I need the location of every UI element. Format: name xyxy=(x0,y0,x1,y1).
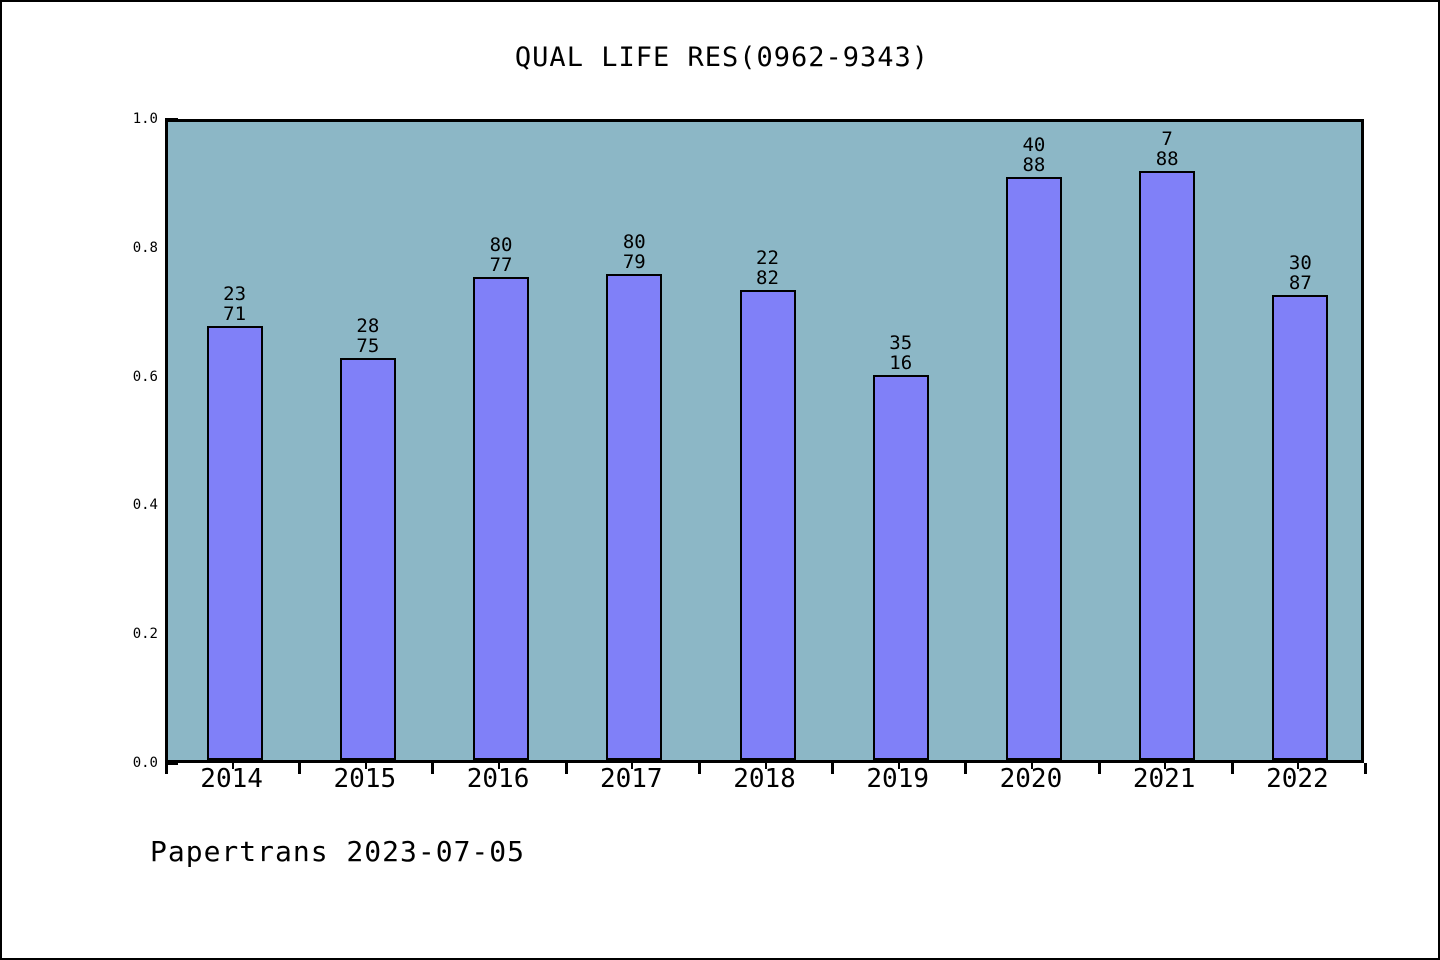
y-tick-label: 0.2 xyxy=(132,626,158,643)
bar-rect[interactable] xyxy=(606,274,663,760)
x-tick-label-2019: 2019 xyxy=(866,764,930,794)
x-tick-label-2016: 2016 xyxy=(466,764,530,794)
y-tick-label: 0.6 xyxy=(132,368,158,385)
x-tick-mark xyxy=(1097,763,1101,774)
bar-value-label: 23 71 xyxy=(177,284,293,324)
bar-label-total: 88 xyxy=(1155,147,1179,170)
bar-label-total: 82 xyxy=(756,267,779,290)
x-tick-mark xyxy=(1364,763,1367,774)
bar-value-label: 80 77 xyxy=(443,235,559,275)
bar-rect[interactable] xyxy=(1139,170,1196,760)
x-tick-label-2021: 2021 xyxy=(1132,764,1196,794)
bar-label-rank: 30 xyxy=(1288,251,1312,274)
x-minor-tick-mark xyxy=(1030,763,1033,769)
bar-2015[interactable]: 28 75 xyxy=(339,316,396,760)
x-tick-mark xyxy=(431,763,435,774)
x-tick-label-2018: 2018 xyxy=(733,764,796,794)
plot-area: 23 71 28 75 80 77 80 79 22 82 35 16 40 88 7 88 30 87 xyxy=(165,119,1364,763)
bar-value-label: 35 16 xyxy=(843,333,959,373)
bar-label-total: 87 xyxy=(1288,271,1312,294)
bar-label-rank: 35 xyxy=(889,332,913,355)
footer-note: Papertrans 2023-07-05 xyxy=(150,835,526,868)
bar-value-label: 30 87 xyxy=(1242,253,1358,293)
x-tick-label-2017: 2017 xyxy=(599,764,663,794)
bar-2017[interactable]: 80 79 xyxy=(606,232,663,760)
bar-label-total: 79 xyxy=(622,251,646,274)
bar-value-label: 80 79 xyxy=(576,232,692,272)
bar-label-total: 77 xyxy=(489,254,513,277)
bar-2016[interactable]: 80 77 xyxy=(473,235,530,760)
x-tick-mark xyxy=(298,763,302,774)
bar-label-rank: 22 xyxy=(756,247,779,270)
x-minor-tick-mark xyxy=(1297,763,1300,769)
bar-rect[interactable] xyxy=(739,290,796,760)
bar-2022[interactable]: 30 87 xyxy=(1272,253,1329,760)
bar-value-label: 28 75 xyxy=(310,316,426,356)
bar-2014[interactable]: 23 71 xyxy=(206,284,263,760)
x-tick-mark xyxy=(964,763,968,774)
bar-label-rank: 80 xyxy=(622,231,646,254)
bar-label-total: 75 xyxy=(356,335,380,358)
x-tick-label-2015: 2015 xyxy=(333,764,397,794)
x-tick-label-2014: 2014 xyxy=(200,764,263,794)
bar-rect[interactable] xyxy=(1272,294,1329,760)
x-minor-tick-mark xyxy=(364,763,367,769)
y-tick-label: 0.4 xyxy=(132,497,158,514)
y-tick-mark xyxy=(165,762,178,765)
chart-title: QUAL LIFE RES(0962-9343) xyxy=(514,42,930,73)
x-tick-mark xyxy=(564,763,568,774)
bar-rect[interactable] xyxy=(206,326,263,760)
x-tick-label-2022: 2022 xyxy=(1266,764,1329,794)
bar-label-total: 16 xyxy=(889,352,913,375)
bar-label-total: 71 xyxy=(223,303,247,326)
x-tick-label-2020: 2020 xyxy=(999,764,1063,794)
x-minor-tick-mark xyxy=(631,763,634,769)
x-minor-tick-mark xyxy=(897,763,900,769)
bar-2021[interactable]: 7 88 xyxy=(1139,129,1196,760)
bar-2020[interactable]: 40 88 xyxy=(1005,135,1062,760)
bar-label-total: 88 xyxy=(1022,154,1046,177)
bar-2019[interactable]: 35 16 xyxy=(872,333,929,760)
bar-rect[interactable] xyxy=(872,375,929,760)
bar-2018[interactable]: 22 82 xyxy=(739,248,796,760)
bar-rect[interactable] xyxy=(473,277,530,760)
bar-value-label: 22 82 xyxy=(710,248,826,288)
x-tick-mark xyxy=(831,763,835,774)
x-tick-mark xyxy=(1230,763,1234,774)
y-tick-label: 1.0 xyxy=(132,111,158,127)
x-minor-tick-mark xyxy=(1164,763,1167,769)
y-axis-title: 5-Year JIF Rank in HEALTH POLICY & SERVI… xyxy=(64,112,364,792)
x-tick-mark xyxy=(697,763,701,774)
bar-rect[interactable] xyxy=(339,358,396,760)
bars-layer: 23 71 28 75 80 77 80 79 22 82 35 16 40 88 7 88 30 87 xyxy=(168,122,1361,760)
bar-value-label: 40 88 xyxy=(976,135,1092,175)
bar-value-label: 7 88 xyxy=(1109,129,1225,169)
x-minor-tick-mark xyxy=(231,763,234,769)
bar-label-rank: 28 xyxy=(356,315,380,338)
x-minor-tick-mark xyxy=(764,763,767,769)
bar-label-rank: 80 xyxy=(489,234,513,257)
x-minor-tick-mark xyxy=(498,763,501,769)
y-tick-label: 0.0 xyxy=(132,755,158,771)
bar-label-rank: 23 xyxy=(223,283,247,306)
bar-rect[interactable] xyxy=(1005,177,1062,760)
y-tick-label: 0.8 xyxy=(132,239,158,256)
x-tick-mark xyxy=(165,763,168,774)
bar-label-rank: 40 xyxy=(1022,134,1046,157)
bar-label-rank: 7 xyxy=(1161,127,1173,150)
